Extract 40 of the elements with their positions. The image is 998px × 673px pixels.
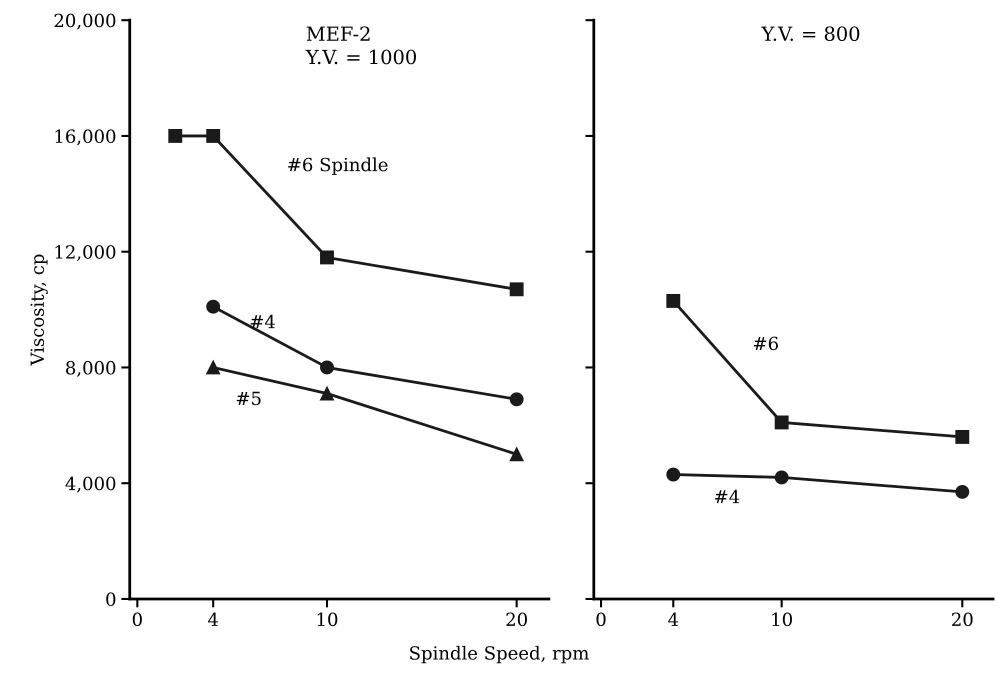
point [206,129,220,143]
point [320,250,334,264]
x-axis-title: Spindle Speed, rpm [410,646,589,664]
series-label: #4 [250,314,275,328]
series-label: #6 [754,336,778,350]
point [510,392,524,406]
x-tick-label: 4 [208,612,218,626]
y-tick-label: 8,000 [66,360,116,377]
text: Y.V. = 1000 [306,50,416,64]
point [510,447,524,462]
point [206,300,220,314]
point [666,468,680,482]
x-tick-label: 20 [506,612,527,626]
point [955,430,970,444]
y-tick-label: 20,000 [54,14,116,30]
point [320,360,334,374]
y-tick-label: 4,000 [65,476,116,493]
x-tick-label: 10 [318,612,338,626]
y-tick-label: 16,000 [56,129,116,146]
x-tick-label: 0 [596,612,606,626]
chart-subtitle: Y.V. = 800 [761,26,860,42]
x-tick-label: 10 [772,612,792,626]
y-tick-label: 12,000 [56,245,116,262]
point [774,415,789,430]
point [320,386,334,400]
x-tick-label: 0 [132,612,142,626]
series-label: #4 [714,490,740,504]
point [168,129,182,143]
point [510,282,524,296]
x-tick-label: 4 [668,612,678,626]
y-axis-title: Viscosity, cp [30,254,48,366]
chart-title: MEF-2 [306,26,370,41]
x-tick-label: 20 [952,612,973,626]
point [206,360,220,374]
point [774,470,789,484]
y-tick-label: 0 [106,592,116,606]
point [955,484,970,499]
series-label: #6 Spindle [288,157,388,175]
point [666,294,680,308]
series-label: #5 [236,392,261,406]
